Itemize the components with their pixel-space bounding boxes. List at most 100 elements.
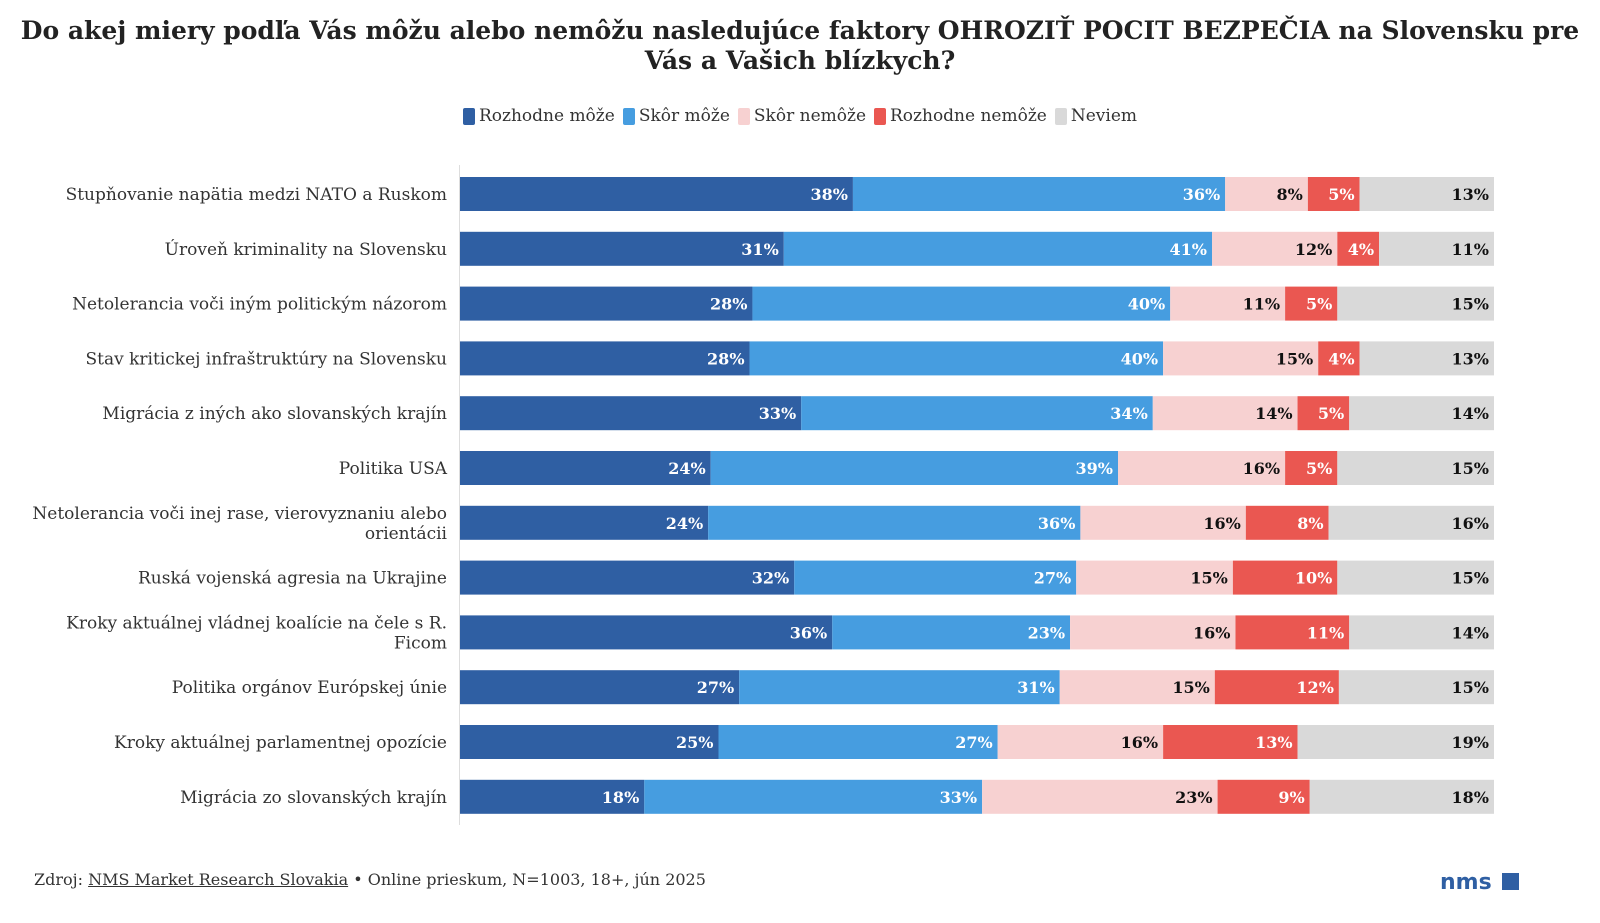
- data-label: 12%: [1296, 678, 1333, 697]
- data-label: 33%: [940, 788, 977, 807]
- data-label: 36%: [1183, 185, 1220, 204]
- bar-segment: [1235, 615, 1350, 650]
- data-label: 15%: [1452, 569, 1489, 588]
- legend-item: Skôr nemôže: [737, 106, 866, 126]
- bar-segment: [1309, 779, 1494, 814]
- data-label: 15%: [1452, 678, 1489, 697]
- data-label: 16%: [1121, 733, 1158, 752]
- bar-segment: [982, 779, 1218, 814]
- bar-segment: [1318, 341, 1360, 376]
- bar-segment: [1225, 177, 1308, 211]
- data-label: 27%: [697, 678, 734, 697]
- bar-segment: [1337, 286, 1494, 321]
- bar-segment: [1163, 341, 1319, 376]
- data-label: 16%: [1203, 514, 1240, 533]
- category-label: Ruská vojenská agresia na Ukrajine: [138, 569, 447, 589]
- data-label: 8%: [1297, 514, 1323, 533]
- legend-item: Rozhodne môže: [462, 106, 615, 126]
- bar-segment: [1285, 286, 1338, 321]
- footer: Zdroj: NMS Market Research Slovakia • On…: [34, 870, 706, 889]
- footer-details: • Online prieskum, N=1003, 18+, jún 2025: [348, 870, 706, 889]
- data-label: 27%: [1034, 569, 1071, 588]
- source-link[interactable]: NMS Market Research Slovakia: [88, 870, 349, 889]
- legend-item: Neviem: [1054, 106, 1137, 126]
- nms-logo: nms: [1440, 870, 1519, 894]
- data-label: 14%: [1452, 623, 1489, 642]
- bar-segment: [710, 451, 1118, 485]
- data-label: 23%: [1028, 623, 1065, 642]
- data-label: 14%: [1255, 404, 1292, 423]
- bar-segment: [460, 396, 802, 431]
- data-label: 24%: [668, 459, 705, 478]
- bar-segment: [794, 560, 1077, 595]
- legend-swatch: [874, 107, 886, 125]
- legend-swatch: [1054, 107, 1067, 125]
- data-label: 23%: [1175, 788, 1212, 807]
- data-label: 5%: [1306, 295, 1332, 314]
- bar-segment: [1217, 779, 1310, 814]
- bar-segment: [1232, 560, 1338, 595]
- footer-prefix: Zdroj:: [34, 870, 89, 889]
- bar-segment: [1328, 505, 1494, 540]
- data-label: 15%: [1276, 349, 1313, 368]
- data-label: 16%: [1243, 459, 1280, 478]
- bar-segment: [1349, 396, 1494, 431]
- category-label: Úroveň kriminality na Slovensku: [165, 239, 447, 260]
- bar-segment: [1163, 725, 1298, 759]
- data-label: 5%: [1328, 185, 1354, 204]
- bar-segment: [1059, 670, 1215, 705]
- data-label: 5%: [1306, 459, 1332, 478]
- legend-item: Rozhodne nemôže: [874, 106, 1047, 126]
- category-label: Migrácia zo slovanských krajín: [180, 788, 447, 808]
- data-label: 15%: [1452, 295, 1489, 314]
- bar-segment: [644, 779, 983, 814]
- data-label: 36%: [1038, 514, 1075, 533]
- legend-label: Rozhodne nemôže: [890, 106, 1047, 126]
- data-label: 14%: [1452, 404, 1489, 423]
- bar-segment: [1359, 177, 1494, 211]
- data-label: 40%: [1128, 295, 1165, 314]
- category-label: Kroky aktuálnej vládnej koalície na čele…: [66, 613, 447, 653]
- data-label: 25%: [676, 733, 713, 752]
- chart-plot: Stupňovanie napätia medzi NATO a Ruskom 3…: [32, 165, 1494, 825]
- bar-segment: [1212, 231, 1338, 266]
- data-label: 15%: [1190, 569, 1227, 588]
- data-label: 13%: [1452, 349, 1489, 368]
- bar-segment: [1337, 560, 1494, 595]
- bar-segment: [852, 177, 1226, 211]
- bar-segment: [1118, 451, 1286, 485]
- bar-segment: [718, 725, 998, 759]
- bar-segment: [1214, 670, 1339, 705]
- legend-swatch: [622, 107, 635, 125]
- data-label: 31%: [1017, 678, 1054, 697]
- category-label: Netolerancia voči iným politickým názoro…: [72, 295, 447, 315]
- category-label: Politika orgánov Európskej únie: [172, 678, 447, 698]
- legend-swatch: [462, 107, 475, 125]
- data-label: 4%: [1328, 349, 1354, 368]
- bar-segment: [1337, 231, 1380, 266]
- data-label: 9%: [1278, 788, 1304, 807]
- category-label: Kroky aktuálnej parlamentnej opozície: [114, 733, 447, 753]
- data-label: 5%: [1318, 404, 1344, 423]
- data-label: 38%: [810, 185, 847, 204]
- data-label: 15%: [1172, 678, 1209, 697]
- bar-segment: [460, 231, 784, 266]
- bar-segment: [460, 505, 709, 540]
- category-label: Stupňovanie napätia medzi NATO a Ruskom: [66, 185, 447, 205]
- data-label: 28%: [710, 295, 747, 314]
- bar-segment: [460, 341, 750, 376]
- data-label: 13%: [1255, 733, 1292, 752]
- bar-segment: [1080, 505, 1246, 540]
- bar-segment: [801, 396, 1153, 431]
- bar-segment: [1285, 451, 1338, 485]
- data-label: 15%: [1452, 459, 1489, 478]
- svg-text:nms: nms: [1440, 870, 1492, 894]
- data-label: 28%: [707, 349, 744, 368]
- data-label: 11%: [1452, 240, 1489, 259]
- data-label: 19%: [1452, 733, 1489, 752]
- category-label: Politika USA: [339, 459, 448, 479]
- legend-swatch: [737, 107, 750, 125]
- data-label: 36%: [790, 623, 827, 642]
- category-label: Migrácia z iných ako slovanských krajín: [102, 404, 447, 424]
- bar-segment: [997, 725, 1164, 759]
